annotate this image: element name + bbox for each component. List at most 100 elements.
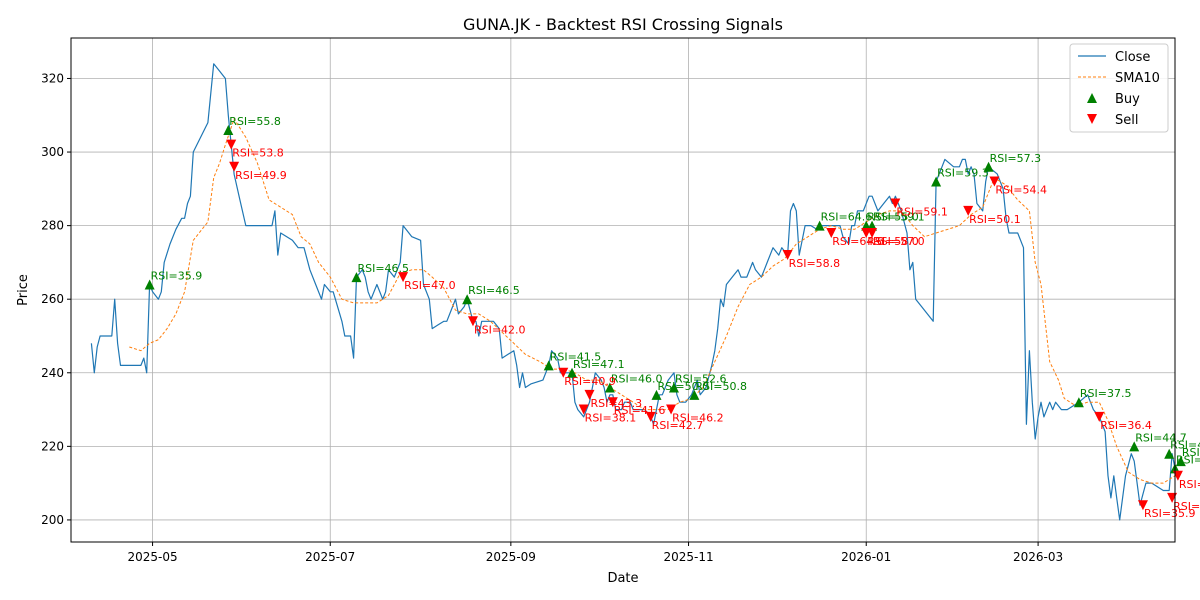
sell-signal-label: RSI=47.0 [404, 279, 456, 292]
sell-signal-label: RSI=46.2 [672, 412, 724, 425]
sell-signal-label: RSI=42.7 [652, 419, 704, 432]
buy-signal-label: RSI=52.6 [675, 372, 727, 385]
sell-signal-label: RSI=50.1 [969, 213, 1021, 226]
buy-signal-label: RSI=57.3 [990, 152, 1042, 165]
y-tick-label: 300 [41, 145, 64, 159]
y-tick-label: 220 [41, 439, 64, 453]
sell-marker [666, 404, 677, 415]
axes-frame [70, 37, 1176, 543]
x-tick-label: 2025-05 [127, 550, 177, 564]
buy-signal-label: RSI=37.5 [1080, 387, 1132, 400]
sell-signal-label: RSI=40.9 [564, 375, 616, 388]
buy-marker [462, 294, 473, 305]
sell-signal-label: RSI=49.9 [235, 169, 287, 182]
buy-signal-label: RSI=44.7 [1135, 431, 1187, 444]
buy-marker [651, 389, 662, 400]
x-tick-label: 2026-01 [841, 550, 891, 564]
legend-box [1069, 43, 1169, 133]
y-tick-label: 200 [41, 513, 64, 527]
buy-signal-label: RSI=46.9 [1170, 439, 1200, 452]
buy-signal-label: RSI=59.1 [873, 211, 925, 224]
buy-signal-label: RSI=55.8 [229, 115, 281, 128]
buy-signal-label: RSI=50.0 [657, 380, 709, 393]
buy-signal-label: RSI=64.6 [821, 211, 873, 224]
sell-marker [989, 176, 1000, 187]
sell-signal-label: RSI=44.8 [1179, 478, 1200, 491]
sell-marker [890, 198, 901, 209]
x-tick-label: 2025-07 [305, 550, 355, 564]
legend-buy-label: Buy [1115, 92, 1140, 107]
sell-signal-label: RSI=58.0 [867, 235, 919, 248]
sell-signal-label: RSI=54.4 [995, 183, 1047, 196]
buy-marker [1164, 448, 1175, 459]
sell-marker [398, 272, 409, 283]
x-axis-ticks: 2025-05 2025-07 2025-09 2025-11 2026-01 2026-… [127, 542, 1063, 564]
buy-marker [1129, 441, 1140, 452]
legend-sell-marker [1087, 114, 1097, 124]
sell-marker [584, 389, 595, 400]
buy-signal-label: RSI=35.9 [151, 269, 203, 282]
buy-marker [351, 272, 362, 283]
buy-marker [689, 389, 700, 400]
x-tick-label: 2025-09 [486, 550, 536, 564]
sell-signal-label: RSI=36.4 [1100, 419, 1152, 432]
sell-signal-label: RSI=57.0 [873, 235, 925, 248]
sell-signal-label: RSI=59.1 [896, 206, 948, 219]
sell-marker [867, 227, 878, 238]
x-tick-label: 2025-11 [663, 550, 713, 564]
sell-signal-label: RSI=38.1 [585, 412, 637, 425]
sell-marker [607, 397, 618, 408]
legend-buy-marker [1087, 93, 1097, 103]
sell-signal-label: RSI=53.8 [232, 147, 284, 160]
buy-marker [144, 279, 155, 290]
y-tick-label: 320 [41, 71, 64, 85]
buy-signal-label: RSI=48.5 [1182, 446, 1200, 459]
x-tick-label: 2026-03 [1013, 550, 1063, 564]
sell-signal-label: RSI=43.3 [591, 397, 643, 410]
buy-marker [1175, 456, 1186, 467]
sell-marker [1094, 411, 1105, 422]
chart-title: GUNA.JK - Backtest RSI Crossing Signals [463, 15, 783, 34]
buy-marker [814, 220, 825, 231]
sell-marker [558, 367, 569, 378]
sell-marker [229, 161, 240, 172]
legend-sell-label: Sell [1115, 113, 1138, 128]
buy-marker [983, 161, 994, 172]
buy-marker [668, 382, 679, 393]
sell-signal-label: RSI=58.8 [789, 257, 841, 270]
legend-close-label: Close [1115, 50, 1150, 65]
y-tick-label: 280 [41, 219, 64, 233]
buy-signal-label: RSI=46.0 [611, 372, 663, 385]
buy-signal-label: RSI=50.8 [695, 380, 747, 393]
sell-marker [578, 404, 589, 415]
sell-signal-label: RSI=42.0 [474, 323, 526, 336]
sell-signal-label: RSI=64.6 [832, 235, 884, 248]
sma10-line [129, 118, 1176, 484]
close-line [90, 63, 1176, 521]
buy-signal-label: RSI=46.5 [468, 284, 520, 297]
sell-marker [226, 139, 237, 150]
sell-marker [963, 205, 974, 216]
buy-signal-label: RSI=47.1 [573, 358, 625, 371]
y-tick-label: 260 [41, 292, 64, 306]
sell-marker [645, 411, 656, 422]
buy-signal-label: RSI=55.0 [867, 211, 919, 224]
sell-marker [782, 250, 793, 261]
y-tick-label: 240 [41, 366, 64, 380]
buy-marker [543, 360, 554, 371]
sell-marker [467, 316, 478, 327]
buy-marker [1073, 397, 1084, 408]
buy-signal-label: RSI=46.5 [357, 262, 409, 275]
buy-signal-label: RSI=59.3 [937, 166, 989, 179]
buy-signal-label: RSI=41.5 [550, 350, 602, 363]
y-axis-label: Price [16, 274, 31, 306]
buy-marker [223, 124, 234, 135]
sell-signal-label: RSI=35.9 [1144, 507, 1196, 520]
sell-signal-label: RSI=40.5 [1173, 500, 1200, 513]
y-axis-ticks: 200 220 240 260 280 300 320 [41, 71, 71, 527]
sell-marker [1137, 500, 1148, 511]
x-axis-label: Date [607, 571, 638, 586]
buy-marker [604, 382, 615, 393]
